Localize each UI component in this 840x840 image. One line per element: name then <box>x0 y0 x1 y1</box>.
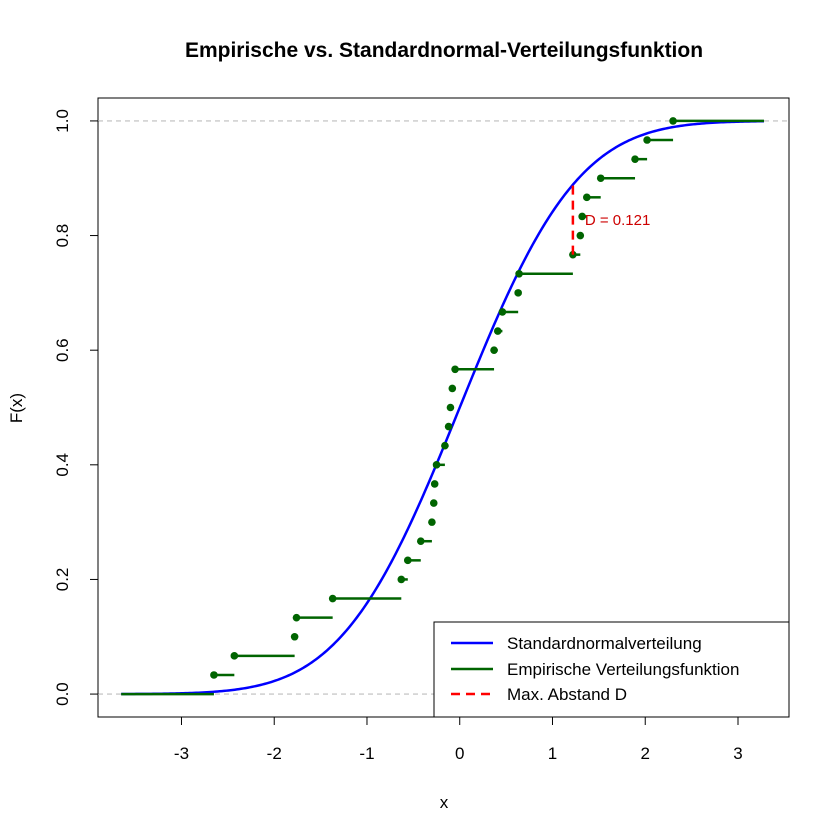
ecdf-point-11 <box>432 461 441 469</box>
y-tick-label-3: 0.6 <box>53 338 72 362</box>
ecdf-point-7 <box>416 537 425 546</box>
ecdf-point-28 <box>643 136 651 144</box>
ecdf-point-1 <box>230 652 239 660</box>
normal-cdf-line <box>121 119 764 696</box>
ecdf-point-6 <box>403 556 412 565</box>
y-axis: 0.0 0.2 0.4 0.6 0.8 1.0 <box>53 109 99 706</box>
x-tick-label-3: 0 <box>455 744 464 763</box>
ecdf-series <box>121 117 764 696</box>
max-distance-label: D = 0.121 <box>585 212 650 229</box>
chart-title: Empirische vs. Standardnormal-Verteilung… <box>185 39 703 62</box>
max-distance-group: D = 0.121 <box>571 185 650 255</box>
ecdf-point-19 <box>498 308 507 316</box>
y-tick-label-4: 0.8 <box>53 224 72 248</box>
x-axis: -3 -2 -1 0 1 2 3 <box>174 716 743 763</box>
ecdf-point-14 <box>446 403 455 412</box>
y-tick-label-1: 0.2 <box>53 568 72 592</box>
ecdf-point-10 <box>430 480 439 488</box>
ecdf-point-23 <box>576 231 585 240</box>
ecdf-point-9 <box>429 499 438 507</box>
legend: Standardnormalverteilung Empirische Vert… <box>433 621 790 718</box>
normal-cdf-series <box>121 119 764 696</box>
y-tick-label-0: 0.0 <box>53 682 72 706</box>
ecdf-point-16 <box>451 365 459 374</box>
y-axis-label: F(x) <box>7 393 26 423</box>
ecdf-point-17 <box>490 346 498 354</box>
x-tick-label-0: -3 <box>174 744 189 763</box>
ecdf-point-0 <box>210 671 218 679</box>
legend-label-ecdf: Empirische Verteilungsfunktion <box>507 660 739 679</box>
x-tick-label-5: 2 <box>641 744 650 763</box>
legend-box <box>433 621 790 718</box>
legend-label-normal: Standardnormalverteilung <box>507 634 702 653</box>
ecdf-point-27 <box>631 155 639 163</box>
ecdf-point-21 <box>515 269 523 278</box>
ecdf-point-8 <box>428 518 436 526</box>
x-tick-label-6: 3 <box>733 744 742 763</box>
y-tick-label-2: 0.4 <box>53 453 72 477</box>
ecdf-point-15 <box>448 384 457 393</box>
legend-label-max-distance: Max. Abstand D <box>507 685 627 704</box>
reference-lines <box>98 120 789 695</box>
ecdf-point-29 <box>669 117 677 125</box>
ecdf-point-5 <box>397 575 406 584</box>
y-tick-label-5: 1.0 <box>53 109 72 133</box>
ecdf-point-4 <box>328 594 337 603</box>
ecdf-point-26 <box>596 174 605 183</box>
ecdf-point-12 <box>441 441 449 450</box>
x-tick-label-4: 1 <box>548 744 557 763</box>
x-tick-label-1: -2 <box>267 744 282 763</box>
ecdf-point-18 <box>493 327 502 335</box>
x-tick-label-2: -1 <box>359 744 374 763</box>
ecdf-point-13 <box>444 422 453 431</box>
ecdf-point-25 <box>583 193 591 202</box>
ecdf-point-3 <box>292 613 301 622</box>
ecdf-point-20 <box>514 289 522 297</box>
ecdf-point-24 <box>578 212 586 221</box>
x-axis-label: x <box>440 793 449 812</box>
ecdf-point-2 <box>290 632 299 641</box>
